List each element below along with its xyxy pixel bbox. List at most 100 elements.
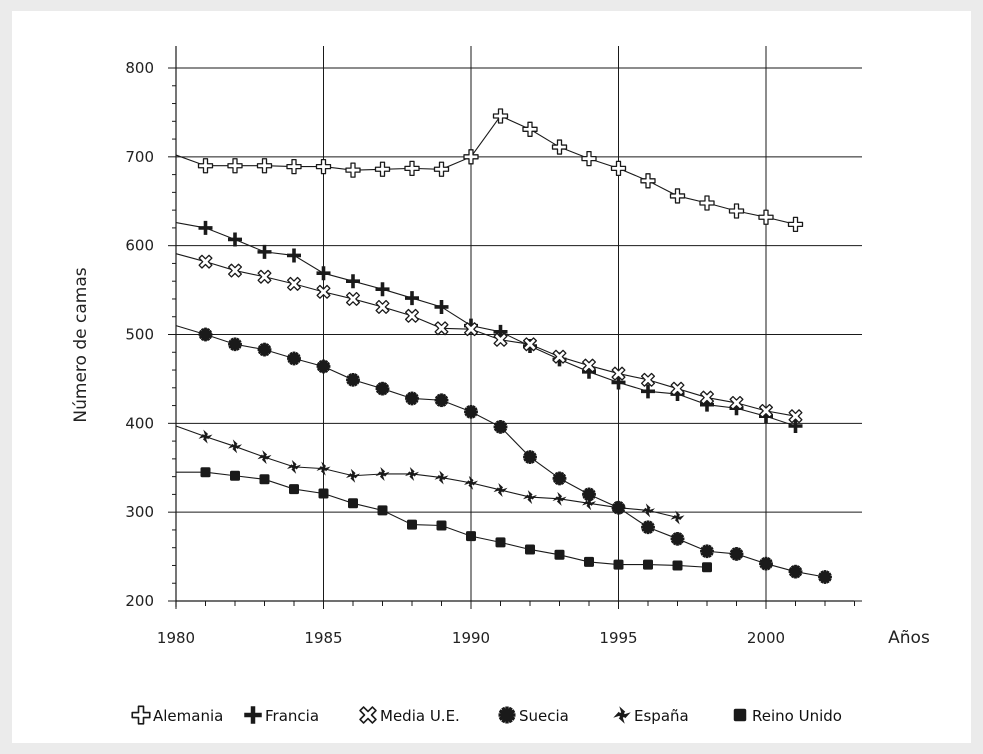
data-point-x-cross bbox=[359, 706, 377, 724]
data-point-gear bbox=[670, 532, 685, 546]
data-point-pinwheel bbox=[346, 468, 360, 483]
data-point-x-cross bbox=[286, 276, 302, 291]
data-point-outline-cross bbox=[131, 705, 151, 725]
data-point-pinwheel bbox=[613, 706, 631, 724]
data-point-square bbox=[466, 531, 476, 542]
legend-label: España bbox=[634, 707, 689, 725]
data-point-pinwheel bbox=[582, 496, 596, 511]
legend-item: Suecia bbox=[498, 706, 569, 725]
y-tick-label: 300 bbox=[125, 503, 154, 521]
data-point-pinwheel bbox=[523, 490, 537, 505]
x-tick-label: 1985 bbox=[304, 629, 342, 647]
data-point-cross bbox=[316, 266, 331, 281]
data-point-gear bbox=[818, 570, 832, 584]
series-suecia bbox=[175, 325, 832, 584]
series-francia bbox=[175, 220, 803, 433]
data-point-x-cross bbox=[434, 321, 449, 336]
y-axis-label: Número de camas bbox=[71, 267, 91, 422]
data-point-gear bbox=[405, 391, 419, 406]
legend-item: Media U.E. bbox=[359, 706, 460, 725]
data-point-gear bbox=[552, 471, 567, 486]
series-espa-a bbox=[175, 425, 685, 525]
data-point-gear bbox=[346, 373, 360, 387]
data-point-square bbox=[702, 562, 712, 573]
data-point-outline-cross bbox=[728, 203, 745, 219]
data-point-cross bbox=[434, 299, 449, 314]
data-point-cross bbox=[611, 375, 626, 390]
data-point-pinwheel bbox=[228, 439, 242, 454]
data-point-x-cross bbox=[758, 403, 774, 418]
data-point-outline-cross bbox=[404, 160, 420, 177]
data-point-square bbox=[554, 549, 565, 560]
data-point-gear bbox=[287, 351, 301, 366]
legend-label: Reino Unido bbox=[752, 707, 842, 725]
data-point-square bbox=[495, 537, 506, 548]
data-point-square bbox=[348, 498, 358, 509]
data-point-x-cross bbox=[316, 284, 331, 299]
y-tick-label: 400 bbox=[125, 414, 154, 432]
data-point-gear bbox=[582, 487, 596, 502]
legend-item: Francia bbox=[244, 706, 319, 725]
data-point-outline-cross bbox=[787, 216, 804, 232]
series-line bbox=[175, 115, 796, 225]
series-alemania bbox=[175, 108, 804, 232]
data-point-x-cross bbox=[640, 372, 656, 387]
axes: 200 300 400 500 600 700 800 1980 1985 1990 1995 200… bbox=[125, 46, 855, 647]
data-point-gear bbox=[434, 393, 449, 408]
series-group bbox=[175, 108, 832, 584]
data-point-gear bbox=[788, 564, 803, 579]
data-point-pinwheel bbox=[641, 503, 655, 518]
data-point-gear bbox=[464, 404, 478, 419]
data-point-square bbox=[436, 520, 447, 531]
data-point-square bbox=[259, 474, 270, 485]
y-tick-label: 500 bbox=[125, 326, 154, 344]
data-point-cross bbox=[788, 418, 803, 433]
data-point-square bbox=[584, 556, 594, 567]
data-point-cross bbox=[287, 248, 301, 263]
data-point-square bbox=[733, 708, 747, 722]
data-point-cross bbox=[641, 384, 655, 399]
data-point-outline-cross bbox=[463, 149, 479, 165]
data-point-cross bbox=[700, 397, 714, 412]
legend: Alemania Francia Media U.E. Suecia España Rei… bbox=[131, 705, 842, 725]
data-point-x-cross bbox=[463, 322, 479, 337]
data-point-outline-cross bbox=[669, 188, 686, 204]
data-point-gear bbox=[729, 547, 744, 561]
data-point-x-cross bbox=[611, 366, 626, 381]
data-point-gear bbox=[498, 706, 516, 724]
x-tick-label: 1995 bbox=[599, 629, 637, 647]
series-line bbox=[175, 222, 796, 427]
data-point-pinwheel bbox=[287, 459, 301, 474]
data-point-gear bbox=[228, 337, 242, 352]
data-point-cross bbox=[257, 244, 272, 259]
data-point-x-cross bbox=[375, 299, 390, 314]
data-point-square bbox=[230, 470, 240, 481]
data-point-square bbox=[318, 488, 329, 499]
data-point-outline-cross bbox=[551, 139, 568, 155]
data-point-gear bbox=[375, 381, 390, 396]
data-point-outline-cross bbox=[197, 158, 214, 174]
data-point-x-cross bbox=[522, 337, 538, 352]
data-point-x-cross bbox=[670, 381, 685, 396]
data-point-pinwheel bbox=[464, 475, 478, 490]
series-line bbox=[175, 253, 796, 417]
series-line bbox=[175, 425, 678, 519]
data-point-pinwheel bbox=[198, 429, 213, 444]
data-point-outline-cross bbox=[581, 150, 597, 167]
legend-label: Alemania bbox=[153, 707, 223, 725]
data-point-outline-cross bbox=[610, 160, 627, 177]
data-point-square bbox=[377, 505, 388, 516]
x-tick-label: 1980 bbox=[157, 629, 195, 647]
data-point-cross bbox=[228, 232, 242, 247]
data-point-square bbox=[407, 519, 417, 530]
x-tick-label: 1990 bbox=[452, 629, 490, 647]
data-point-gear bbox=[523, 450, 537, 464]
data-point-cross bbox=[759, 409, 773, 424]
data-point-gear bbox=[641, 520, 655, 535]
y-tick-label: 600 bbox=[125, 237, 154, 255]
data-point-outline-cross bbox=[256, 158, 273, 174]
legend-label: Suecia bbox=[519, 707, 569, 725]
legend-item: España bbox=[613, 706, 689, 725]
data-point-cross bbox=[375, 282, 390, 297]
